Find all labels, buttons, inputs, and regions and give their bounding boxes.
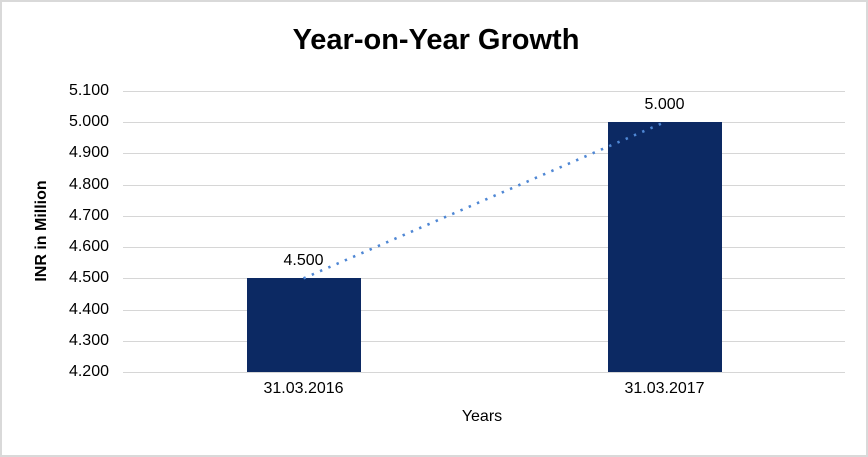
bar-31.03.2016 bbox=[246, 278, 361, 372]
gridline bbox=[123, 372, 845, 373]
chart-title: Year-on-Year Growth bbox=[292, 24, 580, 56]
gridline bbox=[123, 153, 845, 155]
trendline-layer bbox=[302, 121, 666, 280]
y-axis-title: INR in Million bbox=[33, 180, 50, 282]
gridline bbox=[123, 309, 845, 311]
x-axis-title-text: Years bbox=[461, 408, 503, 425]
x-axis-title: Years bbox=[2, 408, 866, 426]
gridline bbox=[123, 122, 845, 124]
bar-value-label: 5.000 bbox=[644, 96, 685, 114]
gridline bbox=[123, 184, 845, 186]
y-tick-label: 5.000 bbox=[68, 113, 109, 131]
x-tick-label: 31.03.2017 bbox=[624, 380, 705, 397]
y-tick-label: 4.300 bbox=[68, 331, 109, 349]
gridline bbox=[123, 247, 845, 249]
bar-31.03.2017 bbox=[607, 122, 722, 372]
y-tick-label: 4.900 bbox=[68, 144, 109, 162]
plot-area: 4.200 4.300 4.400 4.500 4.600 4.700 4.800 4.900… bbox=[69, 82, 845, 397]
trendline bbox=[302, 121, 666, 280]
gridline bbox=[123, 278, 845, 280]
bar-value-label: 4.500 bbox=[283, 252, 324, 270]
y-tick-label: 4.200 bbox=[68, 363, 109, 380]
y-tick-label: 5.100 bbox=[68, 82, 109, 99]
gridline bbox=[123, 340, 845, 342]
y-tick-label: 4.400 bbox=[68, 300, 109, 318]
gridline bbox=[123, 91, 845, 92]
y-tick-label: 4.500 bbox=[68, 269, 109, 287]
gridline bbox=[123, 215, 845, 217]
y-tick-label: 4.600 bbox=[68, 238, 109, 256]
x-tick-label: 31.03.2016 bbox=[263, 380, 344, 397]
y-tick-label: 4.700 bbox=[68, 206, 109, 224]
y-tick-label: 4.800 bbox=[68, 175, 109, 193]
